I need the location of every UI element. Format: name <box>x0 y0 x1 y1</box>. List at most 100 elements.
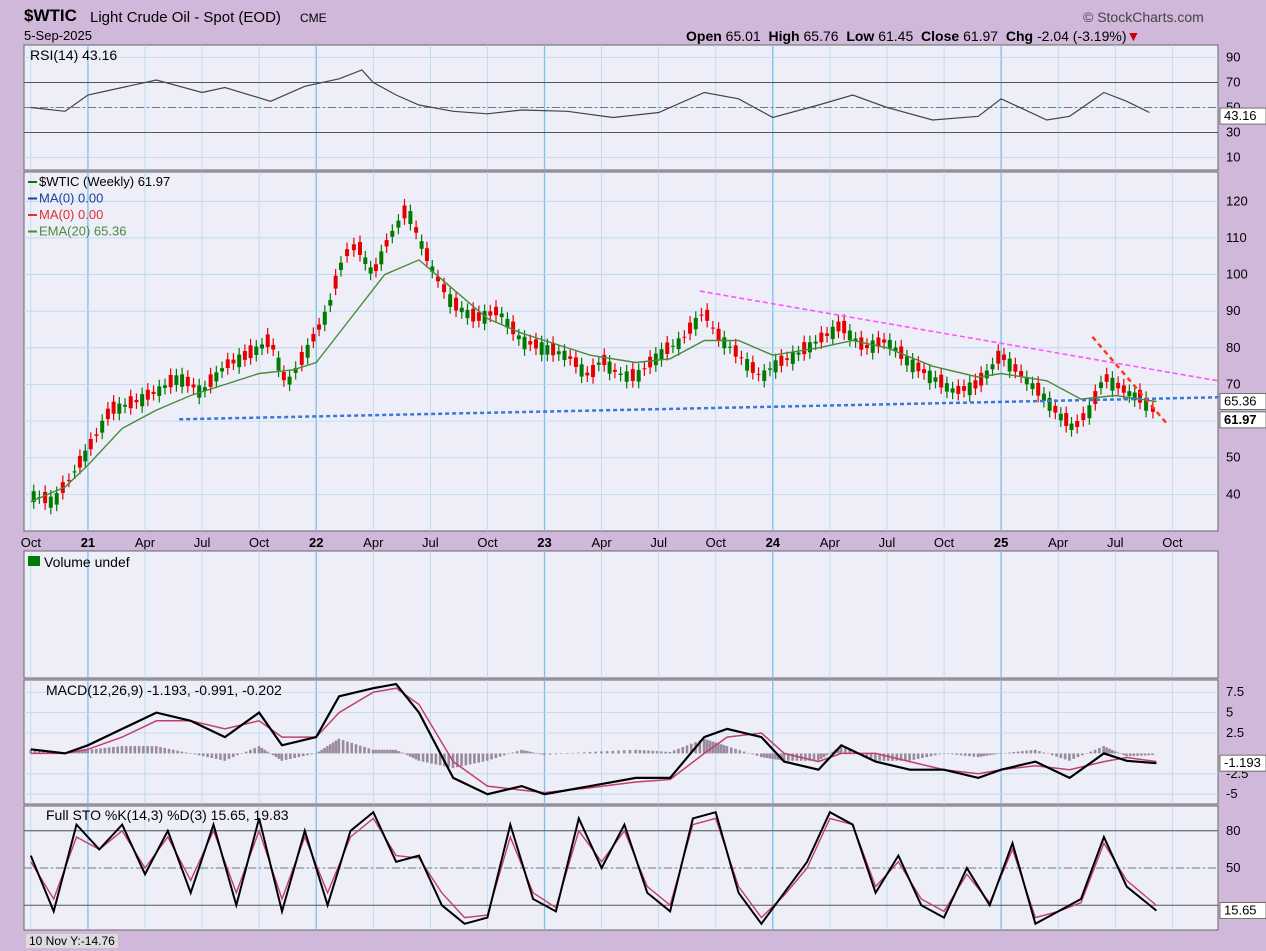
macd-histogram-bar <box>94 748 98 754</box>
down-candle-body <box>357 242 362 255</box>
macd-histogram-bar <box>129 746 132 754</box>
macd-histogram-bar <box>1108 748 1111 754</box>
up-candle-body <box>338 262 343 270</box>
macd-histogram-bar <box>520 749 523 754</box>
macd-histogram-bar <box>284 753 288 760</box>
down-candle-body <box>842 320 847 334</box>
up-candle-body <box>830 326 835 339</box>
x-tick-label: Oct <box>706 535 727 550</box>
up-candle-body <box>927 370 932 384</box>
macd-histogram-bar <box>1050 753 1054 756</box>
macd-histogram-bar <box>708 740 712 754</box>
up-candle-body <box>1127 391 1132 397</box>
macd-histogram-bar <box>350 742 353 754</box>
macd-histogram-bar <box>214 753 218 759</box>
up-candle-body <box>904 356 909 366</box>
macd-histogram-bar <box>787 753 790 761</box>
down-candle-body <box>248 345 253 359</box>
up-candle-body <box>72 471 77 473</box>
x-tick-label: Oct <box>934 535 955 550</box>
macd-histogram-bar <box>878 753 881 761</box>
ema-line <box>30 259 1157 503</box>
macd-histogram-bar <box>184 752 188 754</box>
up-candle-body <box>728 346 733 348</box>
down-candle-body <box>111 401 116 414</box>
down-candle-body <box>511 321 516 335</box>
down-candle-body <box>882 339 887 343</box>
macd-histogram-bar <box>912 753 916 760</box>
macd-histogram-bar <box>1046 753 1050 754</box>
macd-histogram-bar <box>86 749 90 754</box>
macd-histogram-bar <box>844 747 847 754</box>
macd-histogram-bar <box>979 753 983 757</box>
down-candle-body <box>185 376 190 387</box>
macd-histogram-bar <box>231 753 235 758</box>
up-candle-body <box>950 388 955 393</box>
macd-histogram-bar <box>1089 751 1093 754</box>
sto-tick-label: 80 <box>1226 823 1240 838</box>
chart-date: 5-Sep-2025 <box>24 28 92 43</box>
up-candle-body <box>596 362 601 365</box>
macd-histogram-bar <box>326 746 329 754</box>
macd-histogram-bar <box>722 745 726 754</box>
up-candle-body <box>653 353 658 366</box>
macd-histogram-bar <box>1147 753 1151 756</box>
up-candle-body <box>984 370 989 379</box>
up-candle-body <box>322 311 327 325</box>
macd-histogram-bar <box>498 753 502 757</box>
macd-histogram-bar <box>1143 753 1147 756</box>
macd-histogram-bar <box>617 750 620 754</box>
macd-histogram-bar <box>77 751 81 754</box>
down-candle-body <box>435 276 440 282</box>
macd-histogram-bar <box>249 749 252 754</box>
price-tick-label: 100 <box>1226 267 1248 282</box>
macd-histogram-bar <box>681 746 685 754</box>
down-candle-body <box>739 357 744 359</box>
macd-histogram-bar <box>511 752 515 754</box>
down-candle-body <box>733 345 738 357</box>
x-tick-label: Jul <box>194 535 211 550</box>
up-candle-body <box>607 361 612 374</box>
macd-histogram-bar <box>277 753 281 759</box>
down-candle-body <box>996 350 1001 364</box>
macd-histogram-bar <box>271 753 275 756</box>
up-candle-body <box>1110 377 1115 391</box>
down-candle-body <box>384 240 389 247</box>
macd-histogram-bar <box>172 749 175 754</box>
macd-histogram-bar <box>306 753 309 756</box>
down-candle-body <box>476 312 481 321</box>
macd-histogram-bar <box>765 753 769 759</box>
up-candle-body <box>48 496 53 508</box>
down-candle-body <box>899 346 904 359</box>
panel-3 <box>23 679 1219 805</box>
macd-title: MACD(12,26,9) -1.193, -0.991, -0.202 <box>46 682 282 698</box>
down-candle-body <box>345 249 350 257</box>
up-candle-body <box>396 220 401 228</box>
macd-histogram-bar <box>822 753 826 758</box>
up-candle-body <box>379 251 384 265</box>
macd-histogram-bar <box>1068 753 1071 761</box>
macd-histogram-bar <box>874 753 877 761</box>
up-candle-body <box>214 372 219 382</box>
down-candle-body <box>528 341 533 345</box>
macd-histogram-bar <box>762 753 766 758</box>
down-candle-body <box>573 357 578 368</box>
x-tick-label: 23 <box>537 535 551 550</box>
up-candle-body <box>618 373 623 375</box>
macd-histogram-bar <box>531 752 535 754</box>
macd-histogram-bar <box>742 751 746 754</box>
up-candle-body <box>853 338 858 342</box>
up-candle-body <box>636 370 641 382</box>
ohlc-summary: Open 65.01 High 65.76 Low 61.45 Close 61… <box>686 28 1140 44</box>
macd-histogram-bar <box>1016 751 1020 754</box>
macd-histogram-bar <box>651 750 655 754</box>
macd-histogram-bar <box>1102 746 1105 754</box>
macd-histogram-bar <box>374 749 378 754</box>
macd-histogram-bar <box>825 753 829 756</box>
down-candle-body <box>699 314 704 316</box>
down-candle-body <box>151 391 156 394</box>
sto-tick-label: 50 <box>1226 860 1240 875</box>
up-candle-body <box>408 211 413 224</box>
brand-label[interactable]: © StockCharts.com <box>1083 9 1204 25</box>
